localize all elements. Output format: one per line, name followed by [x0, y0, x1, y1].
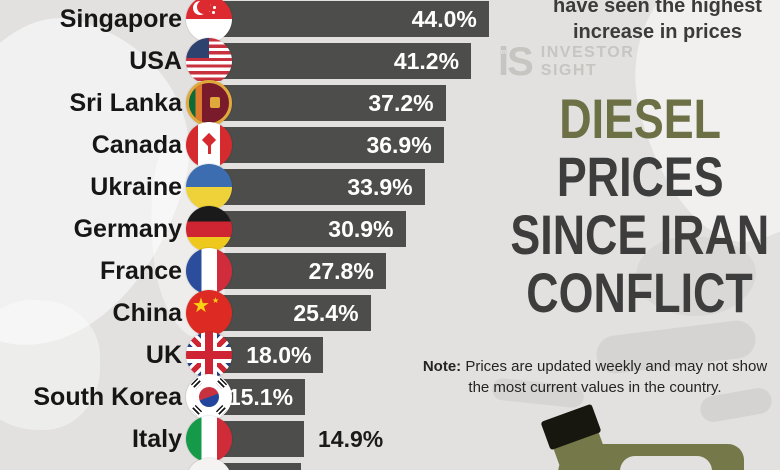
value-label: 18.0%: [246, 341, 312, 368]
sri-lanka-flag-icon: [186, 80, 232, 126]
canada-flag-icon: [186, 122, 232, 168]
value-label: 30.9%: [328, 215, 394, 242]
intro-caption: have seen the highest increase in prices: [540, 0, 775, 45]
value-label: 41.2%: [393, 47, 460, 74]
country-label: Sri Lanka: [69, 89, 182, 117]
value-bar: 37.2%: [209, 85, 446, 121]
value-label: 44.0%: [411, 5, 477, 32]
chart-row-usa: USA 41.2%: [0, 38, 540, 84]
chart-row-uk: UK 18.0%: [0, 332, 540, 378]
registered-trademark-icon: ®: [500, 48, 508, 59]
chart-row-ukraine: Ukraine 33.9%: [0, 164, 540, 210]
singapore-flag-icon: [186, 0, 232, 42]
italy-flag-icon: [186, 416, 232, 462]
chart-row-germany: Germany 30.9%: [0, 206, 540, 252]
value-label: 15.1%: [227, 383, 294, 410]
intro-line-1: have seen the highest: [553, 0, 762, 17]
country-label: USA: [129, 47, 182, 75]
value-bar: 27.8%: [209, 253, 386, 289]
value-label: 27.8%: [308, 257, 374, 284]
value-bar: 41.2%: [209, 43, 472, 79]
chart-row-partial: [0, 458, 540, 470]
country-label: China: [112, 299, 182, 327]
chart-row-france: France 27.8%: [0, 248, 540, 294]
jerrycan-handle: [620, 456, 712, 470]
south-korea-flag-icon: [186, 374, 232, 420]
value-bar: 30.9%: [209, 211, 406, 247]
china-flag-icon: [186, 290, 232, 336]
uk-flag-icon: [186, 332, 232, 378]
chart-row-sri-lanka: Sri Lanka 37.2%: [0, 80, 540, 126]
partial-flag-icon: [186, 458, 232, 470]
title-line-prices: PRICES: [556, 145, 724, 208]
footnote: Note: Prices are updated weekly and may …: [420, 356, 770, 398]
title-line-conflict: CONFLICT: [526, 261, 754, 324]
value-label: 25.4%: [293, 299, 359, 326]
usa-flag-icon: [186, 38, 232, 84]
infographic-title: DIESEL PRICES SINCE IRAN CONFLICT: [430, 90, 780, 322]
investor-sight-logo: ® iS INVESTOR SIGHT: [498, 42, 634, 82]
value-bar: 33.9%: [209, 169, 425, 205]
chart-row-south-korea: South Korea 15.1%: [0, 374, 540, 420]
logo-wordmark: INVESTOR SIGHT: [540, 44, 635, 79]
country-label: UK: [145, 341, 182, 369]
country-label: Ukraine: [90, 173, 182, 201]
value-label: 14.9%: [318, 426, 384, 452]
world-map-watermark: [0, 300, 100, 430]
chart-row-singapore: Singapore 44.0%: [0, 0, 540, 42]
footnote-label: Note:: [422, 358, 462, 375]
world-map-watermark: [636, 236, 756, 316]
logo-mark-icon: ® iS: [498, 42, 534, 82]
footnote-text: Prices are updated weekly and may not sh…: [465, 358, 768, 396]
country-label: France: [100, 257, 182, 285]
country-label: Italy: [131, 425, 182, 453]
country-label: Canada: [91, 131, 182, 159]
intro-line-2: increase in prices: [573, 21, 742, 43]
ukraine-flag-icon: [186, 164, 232, 210]
value-label: 33.9%: [347, 173, 413, 200]
value-bar: 36.9%: [209, 127, 444, 163]
france-flag-icon: [186, 248, 232, 294]
title-line-diesel: DIESEL: [559, 87, 721, 150]
country-label: Germany: [73, 215, 182, 243]
chart-row-china: China 25.4%: [0, 290, 540, 336]
value-bar: 44.0%: [209, 1, 489, 37]
value-bar-partial: [209, 463, 301, 470]
country-label: Singapore: [59, 5, 182, 33]
fuel-jerrycan-icon: [532, 403, 752, 470]
chart-row-italy: Italy 14.9%: [0, 416, 540, 462]
value-label: 36.9%: [366, 131, 432, 158]
germany-flag-icon: [186, 206, 232, 252]
value-bar: 25.4%: [209, 295, 371, 331]
value-label: 37.2%: [368, 89, 434, 116]
country-label: South Korea: [33, 383, 182, 411]
title-line-since-iran: SINCE IRAN: [510, 203, 770, 266]
chart-row-canada: Canada 36.9%: [0, 122, 540, 168]
